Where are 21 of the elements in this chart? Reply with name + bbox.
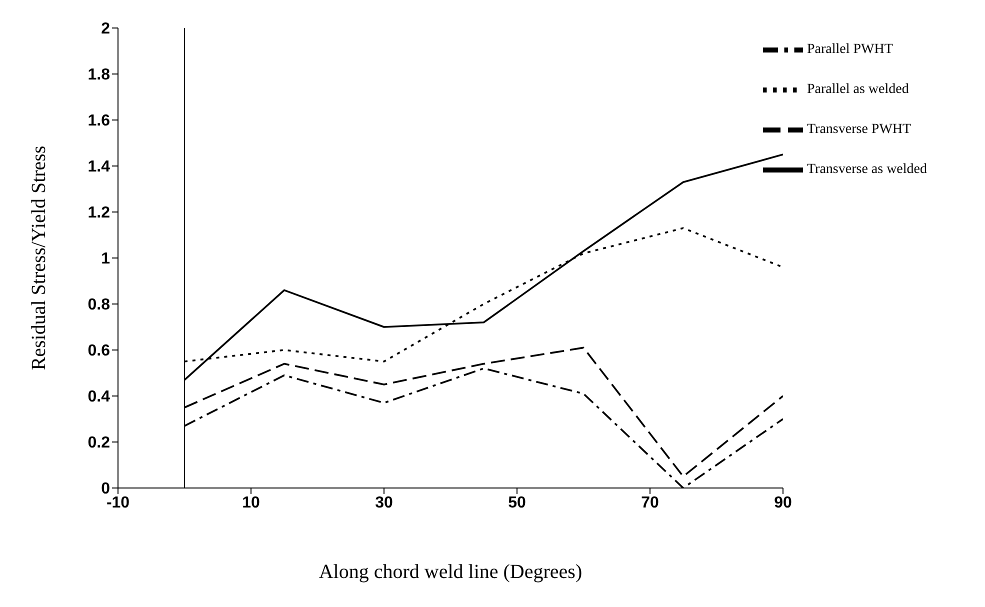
y-tick-label: 1.4: [88, 158, 110, 176]
y-tick-label: 1: [101, 250, 110, 268]
y-tick-label: 2: [101, 20, 110, 38]
y-tick-label: 1.6: [88, 112, 110, 130]
legend-label: Parallel PWHT: [806, 42, 893, 58]
x-axis-title: Along chord weld line (Degrees): [318, 561, 582, 583]
x-tick-label: 10: [242, 494, 260, 512]
y-tick-label: 0.2: [88, 434, 110, 452]
legend-label: Transverse PWHT: [806, 122, 912, 138]
y-axis-title: Residual Stress/Yield Stress: [28, 146, 50, 370]
y-tick-label: 0.8: [88, 296, 110, 314]
x-tick-label: 30: [375, 494, 393, 512]
y-tick-label: 0.6: [88, 342, 110, 360]
x-tick-label: 90: [774, 494, 792, 512]
legend-label: Transverse as welded: [806, 162, 927, 178]
y-tick-label: 0.4: [88, 388, 110, 406]
x-tick-label: 50: [508, 494, 526, 512]
legend-label: Parallel as welded: [806, 82, 909, 98]
y-tick-label: 1.8: [88, 66, 110, 84]
y-tick-label: 1.2: [88, 204, 110, 222]
x-tick-label: 70: [641, 494, 659, 512]
